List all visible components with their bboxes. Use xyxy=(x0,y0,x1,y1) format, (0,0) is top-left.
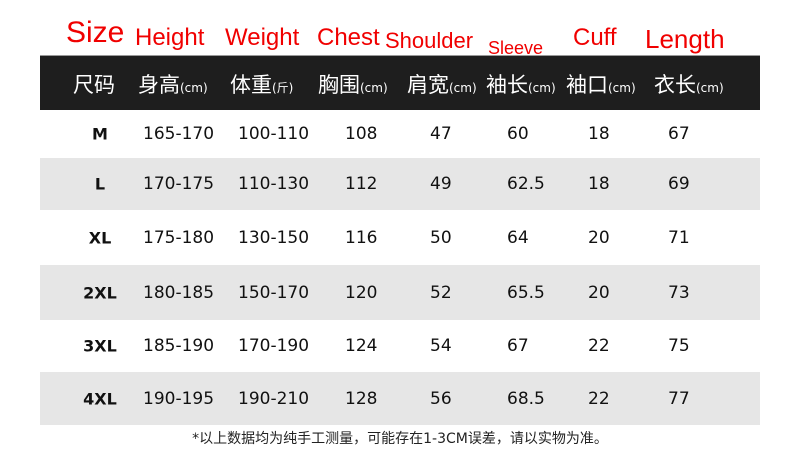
column-header: 袖口(cm) xyxy=(566,69,636,99)
table-cell: 190-210 xyxy=(238,388,310,409)
column-header: 尺码 xyxy=(73,69,115,99)
table-cell: M xyxy=(92,124,108,144)
english-header-weight: Weight xyxy=(225,24,300,51)
english-header-cuff: Cuff xyxy=(573,24,617,51)
table-row: 3XL 185-190 170-190 124 54 67 22 75 xyxy=(40,320,760,372)
table-cell: 128 xyxy=(345,388,378,409)
table-cell: 50 xyxy=(430,227,452,248)
table-cell: 180-185 xyxy=(143,282,215,303)
table-cell: 47 xyxy=(430,124,452,144)
table-cell: 67 xyxy=(507,336,529,356)
column-header-unit: (cm) xyxy=(180,81,208,95)
table-cell: 60 xyxy=(507,124,529,144)
column-header: 胸围(cm) xyxy=(318,69,388,99)
table-cell: 62.5 xyxy=(507,174,545,194)
table-cell: L xyxy=(94,174,106,194)
english-header-height: Height xyxy=(135,24,205,51)
column-header-unit: (cm) xyxy=(528,81,556,95)
english-header-length: Length xyxy=(645,24,725,54)
column-header: 肩宽(cm) xyxy=(407,69,477,99)
column-header: 衣长(cm) xyxy=(654,69,724,99)
table-cell: 100-110 xyxy=(238,124,310,144)
column-header-label: 身高 xyxy=(138,73,180,97)
table-cell: 56 xyxy=(430,388,452,409)
table-cell: 2XL xyxy=(83,283,117,302)
column-header-unit: (cm) xyxy=(696,81,724,95)
table-row: M 165-170 100-110 108 47 60 18 67 xyxy=(40,110,760,158)
table-cell: 65.5 xyxy=(507,282,545,303)
table-row: L 170-175 110-130 112 49 62.5 18 69 xyxy=(40,158,760,210)
column-header-label: 胸围 xyxy=(318,73,360,97)
table-cell: 18 xyxy=(588,124,610,144)
chinese-header-bar: 尺码 身高(cm) 体重(斤) 胸围(cm) 肩宽(cm) 袖长(cm) 袖口(cm) 衣长(… xyxy=(40,55,760,110)
table-cell: 175-180 xyxy=(143,227,215,248)
table-cell: 77 xyxy=(668,388,690,409)
column-header-unit: (cm) xyxy=(360,81,388,95)
column-header: 体重(斤) xyxy=(230,69,293,99)
table-cell: 3XL xyxy=(83,336,117,356)
column-header-unit: (cm) xyxy=(608,81,636,95)
table-cell: 116 xyxy=(345,227,378,248)
column-header: 袖长(cm) xyxy=(486,69,556,99)
table-cell: 69 xyxy=(668,174,690,194)
column-header-label: 体重 xyxy=(230,73,272,97)
table-row: 2XL 180-185 150-170 120 52 65.5 20 73 xyxy=(40,265,760,320)
column-header-label: 袖长 xyxy=(486,73,528,97)
measurement-note: *以上数据均为纯手工测量，可能存在1-3CM误差，请以实物为准。 xyxy=(192,431,608,447)
table-cell: 67 xyxy=(668,124,690,144)
table-cell: 20 xyxy=(588,227,610,248)
column-header-label: 袖口 xyxy=(566,73,608,97)
column-header: 身高(cm) xyxy=(138,69,208,99)
table-cell: 54 xyxy=(430,336,452,356)
table-row: 4XL 190-195 190-210 128 56 68.5 22 77 xyxy=(40,372,760,425)
column-header-label: 衣长 xyxy=(654,73,696,97)
table-cell: 108 xyxy=(345,124,378,144)
table-cell: 75 xyxy=(668,336,690,356)
english-header-size: Size xyxy=(66,16,125,49)
table-cell: 68.5 xyxy=(507,388,545,409)
table-cell: 73 xyxy=(668,282,690,303)
table-cell: 49 xyxy=(430,174,452,194)
table-cell: 120 xyxy=(345,282,378,303)
table-cell: 20 xyxy=(588,282,610,303)
column-header-label: 肩宽 xyxy=(407,73,449,97)
table-cell: 185-190 xyxy=(143,336,215,356)
table-cell: 165-170 xyxy=(143,124,215,144)
table-cell: 130-150 xyxy=(238,227,310,248)
table-cell: 112 xyxy=(345,174,378,194)
table-cell: 124 xyxy=(345,336,378,356)
english-header-sleeve: Sleeve xyxy=(488,38,544,58)
table-row: XL 175-180 130-150 116 50 64 20 71 xyxy=(40,210,760,265)
table-cell: 71 xyxy=(668,227,690,248)
english-header-chest: Chest xyxy=(317,24,380,51)
english-header-shoulder: Shoulder xyxy=(385,28,474,53)
table-cell: 18 xyxy=(588,174,610,194)
table-cell: 22 xyxy=(588,388,610,409)
table-cell: 150-170 xyxy=(238,282,310,303)
column-header-unit: (cm) xyxy=(449,81,477,95)
table-cell: 190-195 xyxy=(143,388,215,409)
table-cell: 170-175 xyxy=(143,174,215,194)
table-cell: 170-190 xyxy=(238,336,310,356)
table-cell: 4XL xyxy=(83,389,117,408)
table-cell: 64 xyxy=(507,227,529,248)
table-cell: XL xyxy=(88,228,112,247)
table-cell: 110-130 xyxy=(238,174,310,194)
table-cell: 52 xyxy=(430,282,452,303)
column-header-unit: (斤) xyxy=(272,81,294,95)
table-cell: 22 xyxy=(588,336,610,356)
column-header-label: 尺码 xyxy=(73,73,115,97)
